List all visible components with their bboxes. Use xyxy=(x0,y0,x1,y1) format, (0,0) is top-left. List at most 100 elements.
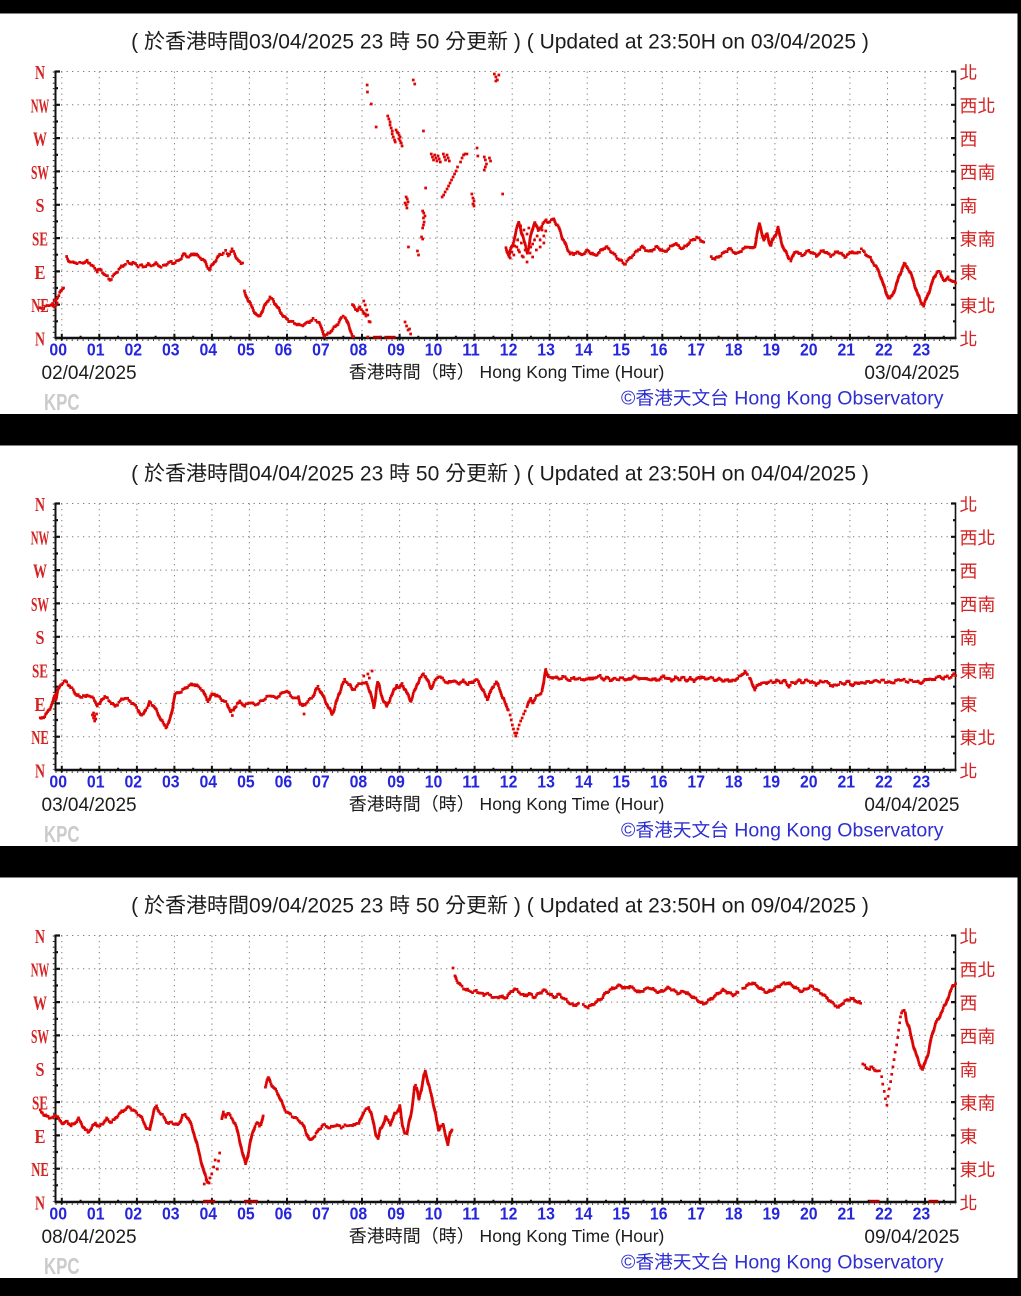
svg-text:Hong Kong Time (Hour): Hong Kong Time (Hour) xyxy=(475,794,665,814)
svg-text:S: S xyxy=(36,627,45,649)
svg-text:20: 20 xyxy=(800,771,818,791)
svg-text:04: 04 xyxy=(200,771,218,791)
svg-text:09/04/2025: 09/04/2025 xyxy=(864,1227,959,1248)
svg-text:11: 11 xyxy=(462,771,480,791)
svg-text:N: N xyxy=(35,62,45,84)
svg-text:KPC: KPC xyxy=(44,821,80,847)
svg-text:SW: SW xyxy=(31,162,49,184)
svg-text:06: 06 xyxy=(275,339,293,359)
svg-text:08/04/2025: 08/04/2025 xyxy=(42,1227,137,1248)
svg-text:NE: NE xyxy=(31,727,49,749)
svg-text:W: W xyxy=(33,129,47,151)
svg-text:03: 03 xyxy=(162,1203,180,1223)
svg-text:(: ( xyxy=(131,31,144,54)
svg-text:01: 01 xyxy=(87,339,105,359)
svg-text:16: 16 xyxy=(650,339,668,359)
svg-text:E: E xyxy=(35,1126,46,1148)
svg-text:N: N xyxy=(35,1193,45,1215)
svg-text:03/04/2025: 03/04/2025 xyxy=(42,795,137,816)
svg-text:N: N xyxy=(35,761,45,783)
svg-text:10: 10 xyxy=(425,339,443,359)
svg-text:02: 02 xyxy=(125,339,143,359)
svg-text:17: 17 xyxy=(687,771,705,791)
svg-text:SE: SE xyxy=(32,229,48,251)
svg-text:Hong Kong Time (Hour): Hong Kong Time (Hour) xyxy=(475,362,665,382)
svg-text:08: 08 xyxy=(350,1203,368,1223)
svg-text:03/04/2025: 03/04/2025 xyxy=(864,363,959,384)
svg-text:23: 23 xyxy=(913,1203,931,1223)
svg-text:15: 15 xyxy=(612,339,630,359)
svg-text:14: 14 xyxy=(575,339,593,359)
svg-text:20: 20 xyxy=(800,339,818,359)
svg-text:(: ( xyxy=(131,463,144,486)
svg-text:13: 13 xyxy=(537,339,555,359)
svg-text:02/04/2025: 02/04/2025 xyxy=(42,363,137,384)
svg-text:06: 06 xyxy=(275,1203,293,1223)
svg-text:22: 22 xyxy=(875,1203,893,1223)
svg-text:©: © xyxy=(621,1252,636,1274)
svg-text:07: 07 xyxy=(312,339,330,359)
svg-text:Hong Kong Observatory: Hong Kong Observatory xyxy=(729,820,944,842)
svg-text:10: 10 xyxy=(425,1203,443,1223)
svg-text:01: 01 xyxy=(87,771,105,791)
svg-text:17: 17 xyxy=(687,339,705,359)
svg-text:SE: SE xyxy=(32,661,48,683)
svg-text:09/04/2025 23: 09/04/2025 23 xyxy=(249,895,389,918)
svg-text:00: 00 xyxy=(49,339,67,359)
svg-text:W: W xyxy=(33,561,47,583)
svg-text:09: 09 xyxy=(387,771,405,791)
svg-text:13: 13 xyxy=(537,1203,555,1223)
svg-text:19: 19 xyxy=(763,339,781,359)
svg-text:NE: NE xyxy=(31,295,49,317)
svg-text:NW: NW xyxy=(31,959,50,981)
svg-text:12: 12 xyxy=(500,771,518,791)
svg-text:NW: NW xyxy=(31,95,50,117)
svg-text:09: 09 xyxy=(387,339,405,359)
svg-text:) ( Updated at 23:50H on 04/04: ) ( Updated at 23:50H on 04/04/2025 ) xyxy=(508,463,869,486)
svg-text:04: 04 xyxy=(200,339,218,359)
svg-text:15: 15 xyxy=(612,1203,630,1223)
svg-text:19: 19 xyxy=(763,771,781,791)
svg-text:22: 22 xyxy=(875,339,893,359)
svg-text:KPC: KPC xyxy=(44,389,80,415)
svg-text:10: 10 xyxy=(425,771,443,791)
svg-text:23: 23 xyxy=(913,771,931,791)
svg-text:) ( Updated at 23:50H on 03/04: ) ( Updated at 23:50H on 03/04/2025 ) xyxy=(508,31,869,54)
svg-text:20: 20 xyxy=(800,1203,818,1223)
svg-text:03: 03 xyxy=(162,771,180,791)
svg-text:50: 50 xyxy=(410,895,445,918)
svg-text:05: 05 xyxy=(237,1203,255,1223)
svg-text:05: 05 xyxy=(237,771,255,791)
svg-text:W: W xyxy=(33,993,47,1015)
svg-text:12: 12 xyxy=(500,1203,518,1223)
svg-text:04: 04 xyxy=(200,1203,218,1223)
svg-text:Hong Kong Observatory: Hong Kong Observatory xyxy=(729,388,944,410)
svg-text:04/04/2025 23: 04/04/2025 23 xyxy=(249,463,389,486)
svg-text:18: 18 xyxy=(725,1203,743,1223)
svg-text:23: 23 xyxy=(913,339,931,359)
svg-text:07: 07 xyxy=(312,771,330,791)
svg-text:N: N xyxy=(35,329,45,351)
svg-text:03/04/2025 23: 03/04/2025 23 xyxy=(249,31,389,54)
svg-text:21: 21 xyxy=(838,1203,856,1223)
svg-text:17: 17 xyxy=(687,1203,705,1223)
svg-text:02: 02 xyxy=(125,771,143,791)
svg-text:©: © xyxy=(621,388,636,410)
svg-text:07: 07 xyxy=(312,1203,330,1223)
svg-text:08: 08 xyxy=(350,771,368,791)
svg-text:08: 08 xyxy=(350,339,368,359)
svg-text:03: 03 xyxy=(162,339,180,359)
svg-text:04/04/2025: 04/04/2025 xyxy=(864,795,959,816)
svg-text:Hong Kong Time (Hour): Hong Kong Time (Hour) xyxy=(475,1226,665,1246)
svg-text:12: 12 xyxy=(500,339,518,359)
svg-text:S: S xyxy=(36,195,45,217)
svg-text:NE: NE xyxy=(31,1159,49,1181)
svg-text:02: 02 xyxy=(125,1203,143,1223)
svg-text:06: 06 xyxy=(275,771,293,791)
svg-text:SW: SW xyxy=(31,594,49,616)
svg-text:N: N xyxy=(35,926,45,948)
svg-text:KPC: KPC xyxy=(44,1253,80,1279)
svg-text:11: 11 xyxy=(462,339,480,359)
svg-text:Hong Kong Observatory: Hong Kong Observatory xyxy=(729,1252,944,1274)
svg-text:) ( Updated at 23:50H on 09/04: ) ( Updated at 23:50H on 09/04/2025 ) xyxy=(508,895,869,918)
